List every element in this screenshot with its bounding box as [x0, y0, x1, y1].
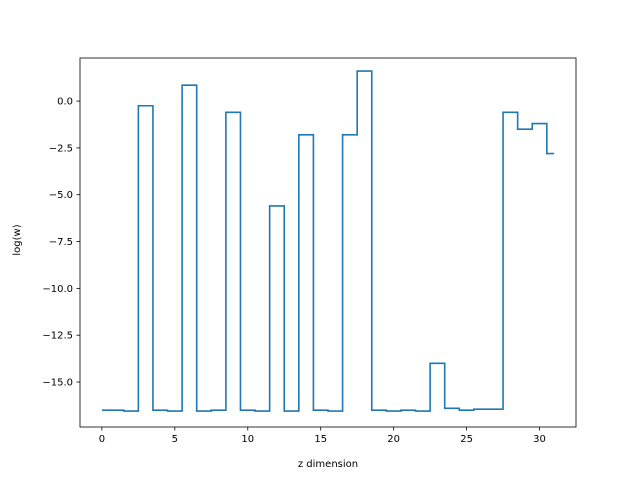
- x-tick-label: 0: [99, 434, 105, 445]
- y-tick-label: −5.0: [49, 190, 73, 201]
- y-tick-label: −15.0: [42, 378, 73, 389]
- y-tick-label: −7.5: [49, 237, 73, 248]
- y-axis-label: log(w): [12, 224, 23, 255]
- x-tick-label: 30: [533, 434, 546, 445]
- y-tick-label: −2.5: [49, 143, 73, 154]
- x-axis-label: z dimension: [298, 459, 358, 470]
- x-tick-label: 25: [460, 434, 473, 445]
- x-tick-label: 20: [387, 434, 400, 445]
- axes-frame: [79, 57, 577, 428]
- series-line-0: [101, 70, 555, 412]
- x-tick-label: 5: [172, 434, 178, 445]
- y-tick-label: −12.5: [42, 331, 73, 342]
- y-tick-label: −10.0: [42, 284, 73, 295]
- x-tick-label: 10: [241, 434, 254, 445]
- x-tick-label: 15: [314, 434, 327, 445]
- axes-layer: 0 5 10 15 20 25 30 0.0 −2.5 −5.0 −7.5 −10.0 −12.5 −15…: [42, 57, 577, 445]
- y-tick-label: 0.0: [57, 97, 73, 108]
- plot-layer: [101, 70, 555, 412]
